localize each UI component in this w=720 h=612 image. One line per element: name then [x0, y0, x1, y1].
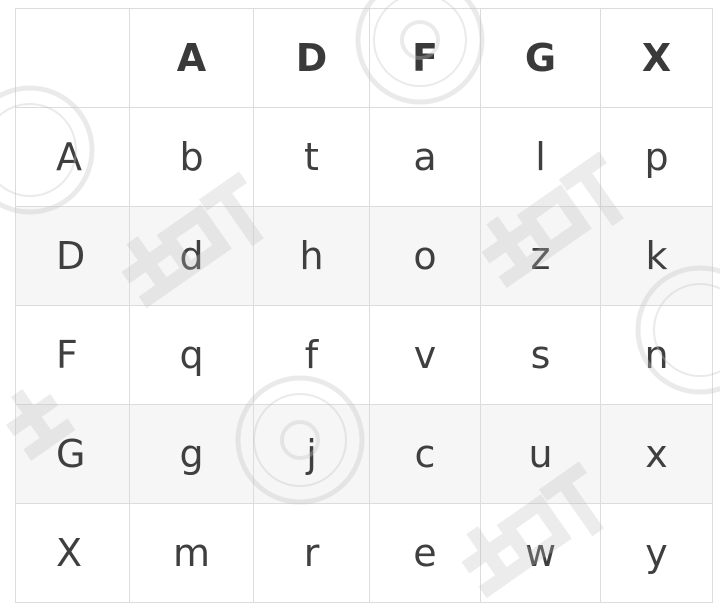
table-cell: z [480, 206, 601, 306]
table-row: F q f v s n [15, 305, 713, 405]
table-row: X m r e w y [15, 503, 713, 603]
row-header: A [15, 107, 130, 207]
table-cell: h [253, 206, 370, 306]
row-header: F [15, 305, 130, 405]
table-row: A b t a l p [15, 107, 713, 207]
row-header: G [15, 404, 130, 504]
table-cell: r [253, 503, 370, 603]
row-header: X [15, 503, 130, 603]
table-cell: j [253, 404, 370, 504]
table-row: D d h o z k [15, 206, 713, 306]
table-cell: k [600, 206, 713, 306]
table-cell: v [369, 305, 481, 405]
column-header: A [129, 8, 254, 108]
corner-cell [15, 8, 130, 108]
table-cell: f [253, 305, 370, 405]
row-header: D [15, 206, 130, 306]
column-header: D [253, 8, 370, 108]
table-cell: x [600, 404, 713, 504]
table-cell: q [129, 305, 254, 405]
column-header: F [369, 8, 481, 108]
table-cell: p [600, 107, 713, 207]
table-cell: b [129, 107, 254, 207]
table-cell: u [480, 404, 601, 504]
table-cell: w [480, 503, 601, 603]
cipher-table: A D F G X A b t a l p D d h o z k F q f … [15, 8, 713, 603]
table-cell: y [600, 503, 713, 603]
table-cell: m [129, 503, 254, 603]
column-header: X [600, 8, 713, 108]
table-cell: a [369, 107, 481, 207]
table-row: G g j c u x [15, 404, 713, 504]
table-cell: d [129, 206, 254, 306]
table-cell: c [369, 404, 481, 504]
header-row: A D F G X [15, 8, 713, 108]
table-cell: e [369, 503, 481, 603]
column-header: G [480, 8, 601, 108]
table-cell: t [253, 107, 370, 207]
table-cell: l [480, 107, 601, 207]
table-cell: o [369, 206, 481, 306]
table-cell: g [129, 404, 254, 504]
table-cell: s [480, 305, 601, 405]
table-cell: n [600, 305, 713, 405]
